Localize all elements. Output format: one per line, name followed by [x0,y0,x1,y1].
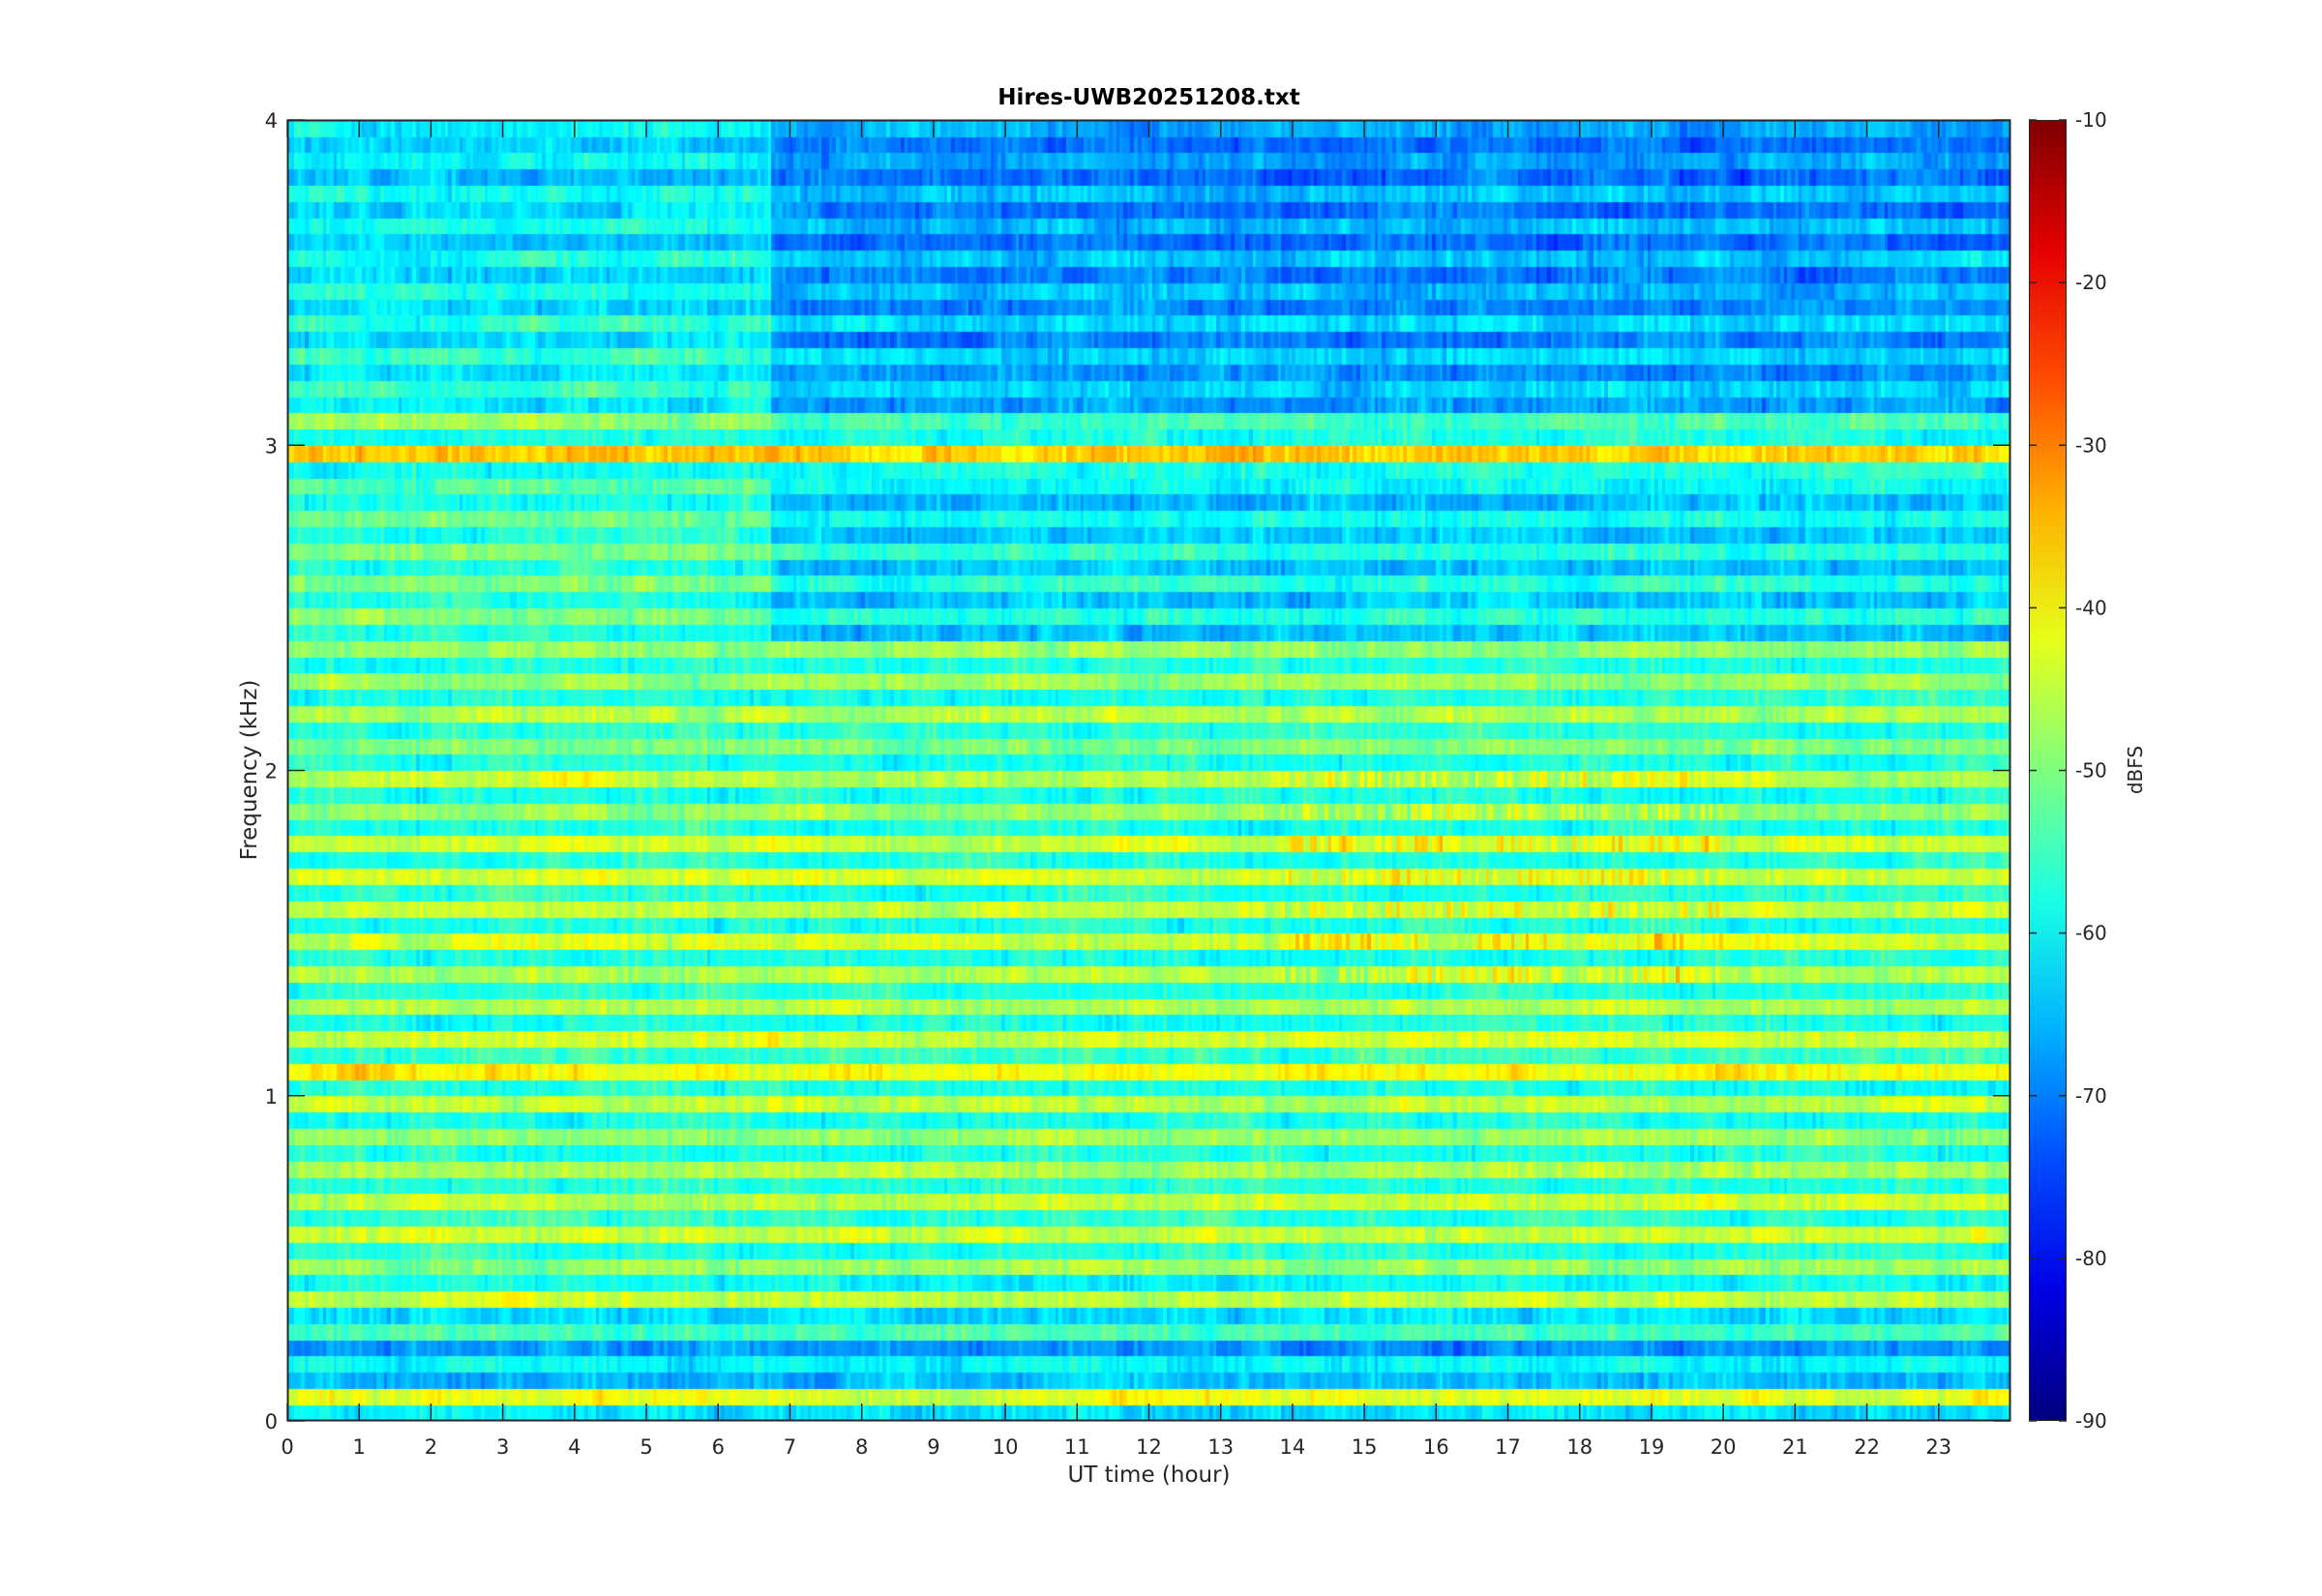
axes-frame: 0 1 2 3 4 5 6 7 8 9 10 11 12 13 14 15 16 17 18 19 20 21 22 2301… [265,109,2011,1459]
colorbar-tick-label: -50 [2075,759,2107,783]
x-tick-label: 17 [1495,1435,1521,1459]
x-tick-label: 19 [1639,1435,1665,1459]
x-tick-label: 4 [568,1435,580,1459]
y-tick-label: 3 [265,434,278,458]
x-tick-label: 22 [1854,1435,1880,1459]
x-tick-label: 20 [1711,1435,1737,1459]
y-tick-label: 1 [265,1085,278,1108]
x-tick-label: 8 [855,1435,868,1459]
x-tick-label: 5 [640,1435,652,1459]
x-tick-label: 15 [1352,1435,1378,1459]
y-tick-label: 2 [265,760,278,783]
x-tick-label: 12 [1136,1435,1162,1459]
colorbar-tick-label: -60 [2075,922,2107,945]
x-tick-label: 9 [927,1435,939,1459]
colorbar-tick-label: -40 [2075,596,2107,619]
x-tick-label: 1 [353,1435,366,1459]
x-tick-label: 18 [1566,1435,1593,1459]
x-tick-label: 14 [1280,1435,1306,1459]
colorbar-tick-label: -10 [2075,108,2107,132]
x-tick-label: 11 [1064,1435,1090,1459]
colorbar-tick-label: -80 [2075,1247,2107,1270]
colorbar-tick-label: -70 [2075,1084,2107,1108]
y-axis-label: Frequency (kHz) [237,679,262,861]
colorbar-axis: -10 -20 -30 -40 -50 -60 -70 -80 -90 [2029,108,2107,1433]
x-tick-label: 6 [712,1435,725,1459]
x-tick-label: 3 [496,1435,509,1459]
y-tick-label: 0 [265,1410,278,1433]
x-tick-label: 16 [1423,1435,1449,1459]
y-tick-label: 4 [265,109,278,133]
x-tick-label: 10 [993,1435,1019,1459]
colorbar-tick-label: -20 [2075,271,2107,294]
colorbar-label: dBFS [2124,745,2147,795]
axes-box [286,119,2011,1422]
plot-area: 0 1 2 3 4 5 6 7 8 9 10 11 12 13 14 15 16 17 18 19 20 21 22 23 0 1… [265,109,2011,1459]
x-tick-label: 2 [425,1435,437,1459]
x-tick-label: 13 [1207,1435,1234,1459]
x-tick-label: 7 [784,1435,796,1459]
spectrogram-heatmap [287,120,2010,1421]
chart-title: Hires-UWB20251208.txt [997,85,1300,110]
x-tick-label: 0 [281,1435,293,1459]
x-axis-label: UT time (hour) [1067,1463,1231,1488]
colorbar-tick-label: -30 [2075,433,2107,457]
x-tick-label: 21 [1782,1435,1808,1459]
colorbar-tick-label: -90 [2075,1409,2107,1433]
x-tick-label: 23 [1925,1435,1951,1459]
